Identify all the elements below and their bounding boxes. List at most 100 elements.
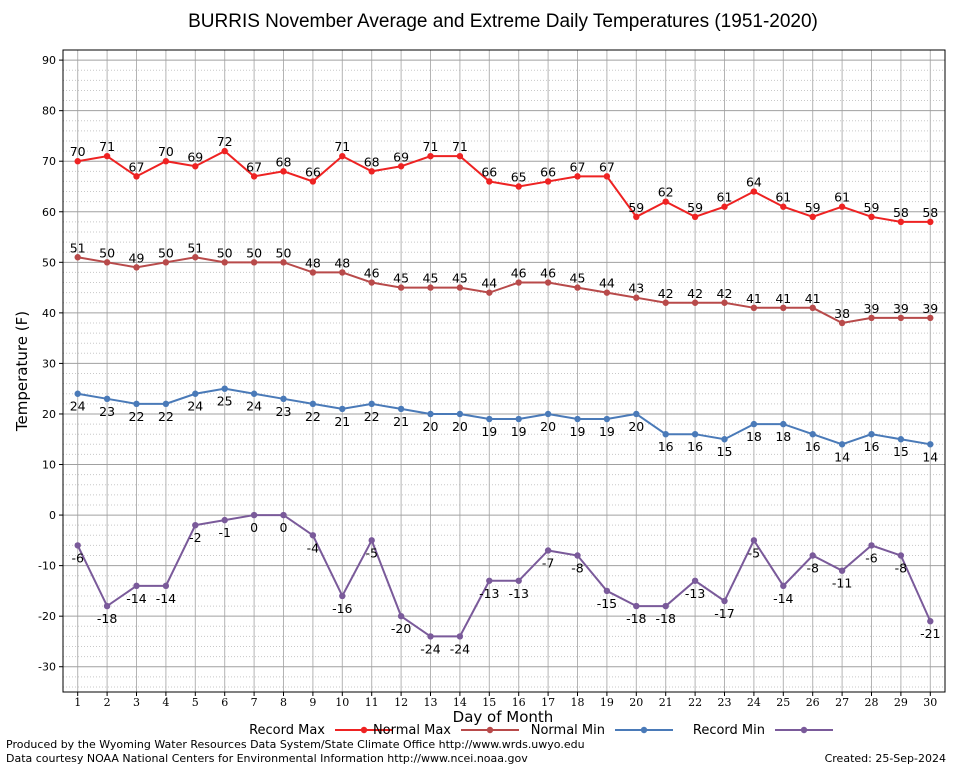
- record-max-point: [897, 218, 905, 226]
- record-max-point: [868, 213, 875, 221]
- record-min-data-label: -21: [920, 626, 940, 641]
- record-max-point: [927, 218, 934, 226]
- x-tick-label: 11: [365, 696, 379, 709]
- record-max-point: [691, 213, 699, 221]
- record-max-data-label: 68: [276, 154, 292, 169]
- record-max-point: [339, 152, 346, 160]
- x-tick-label: 6: [221, 696, 228, 709]
- footer-data-courtesy: Data courtesy NOAA National Centers for …: [6, 752, 528, 765]
- record-min-line: [76, 514, 932, 638]
- normal-min-data-label: 15: [893, 444, 909, 459]
- x-axis-label: Day of Month: [453, 708, 554, 726]
- record-max-data-label: 59: [805, 200, 821, 215]
- normal-min-data-label: 19: [511, 424, 527, 439]
- normal-min-point: [868, 430, 875, 438]
- x-tick-label: 16: [512, 696, 526, 709]
- normal-min-data-label: 24: [187, 399, 203, 414]
- record-max-data-label: 61: [834, 190, 850, 205]
- record-max-point: [780, 203, 787, 210]
- normal-min-data-label: 22: [129, 409, 145, 424]
- y-tick-label: -20: [38, 610, 56, 623]
- record-max-point: [838, 203, 846, 210]
- normal-max-point: [691, 299, 699, 306]
- normal-min-data-label: 22: [305, 409, 321, 424]
- normal-max-data-label: 41: [805, 291, 821, 306]
- normal-min-point: [633, 410, 640, 418]
- record-max-data-label: 59: [864, 200, 880, 215]
- record-max-point: [486, 178, 493, 185]
- normal-min-line: [77, 387, 931, 446]
- record-max-point: [368, 168, 375, 175]
- record-max-data-label: 69: [393, 149, 409, 164]
- normal-min-data-label: 15: [717, 444, 733, 459]
- normal-min-data-label: 16: [864, 439, 880, 454]
- normal-max-point: [368, 279, 375, 286]
- normal-max-point: [927, 314, 934, 322]
- record-max-point: [162, 158, 170, 165]
- record-max-point: [662, 198, 669, 205]
- normal-min-point: [603, 415, 611, 423]
- record-max-data-label: 65: [511, 169, 527, 184]
- legend-marker: [640, 726, 648, 734]
- normal-min-data-label: 18: [775, 429, 791, 444]
- normal-min-point: [486, 415, 493, 423]
- normal-max-data-label: 39: [922, 301, 938, 316]
- record-max-data-label: 61: [775, 190, 791, 205]
- record-min-point: [633, 602, 640, 610]
- normal-max-point: [486, 289, 493, 296]
- record-max-point: [280, 168, 287, 175]
- record-max-point: [456, 152, 464, 160]
- x-tick-label: 15: [482, 696, 496, 709]
- normal-max-series: 51 50 49 50 51 50 50 50 48 48 46 45 45 45 44 46 46 45 44 43…: [70, 240, 938, 327]
- y-tick-label: 50: [42, 256, 56, 269]
- normal-max-data-label: 46: [511, 266, 527, 281]
- record-max-point: [133, 173, 140, 180]
- normal-max-point: [515, 279, 522, 286]
- record-max-data-label: 68: [364, 154, 380, 169]
- normal-min-data-label: 20: [423, 419, 439, 434]
- footer-produced-by: Produced by the Wyoming Water Resources …: [6, 738, 585, 751]
- normal-min-point: [221, 385, 228, 392]
- record-max-point: [103, 152, 111, 160]
- record-max-point: [427, 152, 434, 160]
- record-min-point: [897, 552, 905, 559]
- normal-min-data-label: 22: [364, 409, 380, 424]
- normal-max-data-label: 50: [99, 245, 115, 260]
- normal-max-data-label: 49: [129, 250, 145, 265]
- legend-label: Normal Max: [373, 723, 451, 738]
- record-max-point: [750, 188, 758, 195]
- normal-min-data-label: 16: [687, 439, 703, 454]
- chart-title: BURRIS November Average and Extreme Dail…: [188, 11, 818, 32]
- record-min-point: [339, 592, 346, 600]
- normal-min-data-label: 14: [922, 449, 938, 464]
- normal-max-data-label: 45: [423, 271, 439, 286]
- normal-max-point: [133, 264, 140, 271]
- record-min-data-label: -18: [626, 611, 646, 626]
- normal-max-point: [721, 299, 728, 306]
- x-tick-label: 1: [74, 696, 81, 709]
- normal-min-point: [780, 420, 787, 428]
- normal-min-point: [162, 400, 170, 408]
- normal-max-data-label: 51: [187, 240, 203, 255]
- normal-max-data-label: 50: [276, 245, 292, 260]
- normal-max-data-label: 45: [393, 271, 409, 286]
- normal-min-point: [339, 405, 346, 413]
- record-min-point: [456, 633, 464, 640]
- x-tick-label: 19: [600, 696, 614, 709]
- record-min-data-label: -16: [332, 601, 352, 616]
- normal-max-point: [456, 284, 464, 291]
- series-lines: 70 71 67 70 69 72 67 68 66 71 68 69 71 71 66 65 66 67 67 59…: [70, 134, 941, 656]
- record-min-data-label: -5: [748, 545, 760, 560]
- x-tick-label: 5: [192, 696, 199, 709]
- record-min-point: [691, 577, 699, 584]
- record-max-data-label: 71: [334, 139, 350, 154]
- record-min-data-label: -8: [571, 561, 584, 576]
- record-max-point: [633, 213, 640, 221]
- record-max-data-label: 70: [70, 144, 86, 159]
- record-min-point: [780, 582, 787, 590]
- x-tick-label: 29: [894, 696, 908, 709]
- normal-min-data-label: 16: [658, 439, 674, 454]
- record-min-data-label: -14: [126, 591, 146, 606]
- normal-min-point: [927, 441, 934, 448]
